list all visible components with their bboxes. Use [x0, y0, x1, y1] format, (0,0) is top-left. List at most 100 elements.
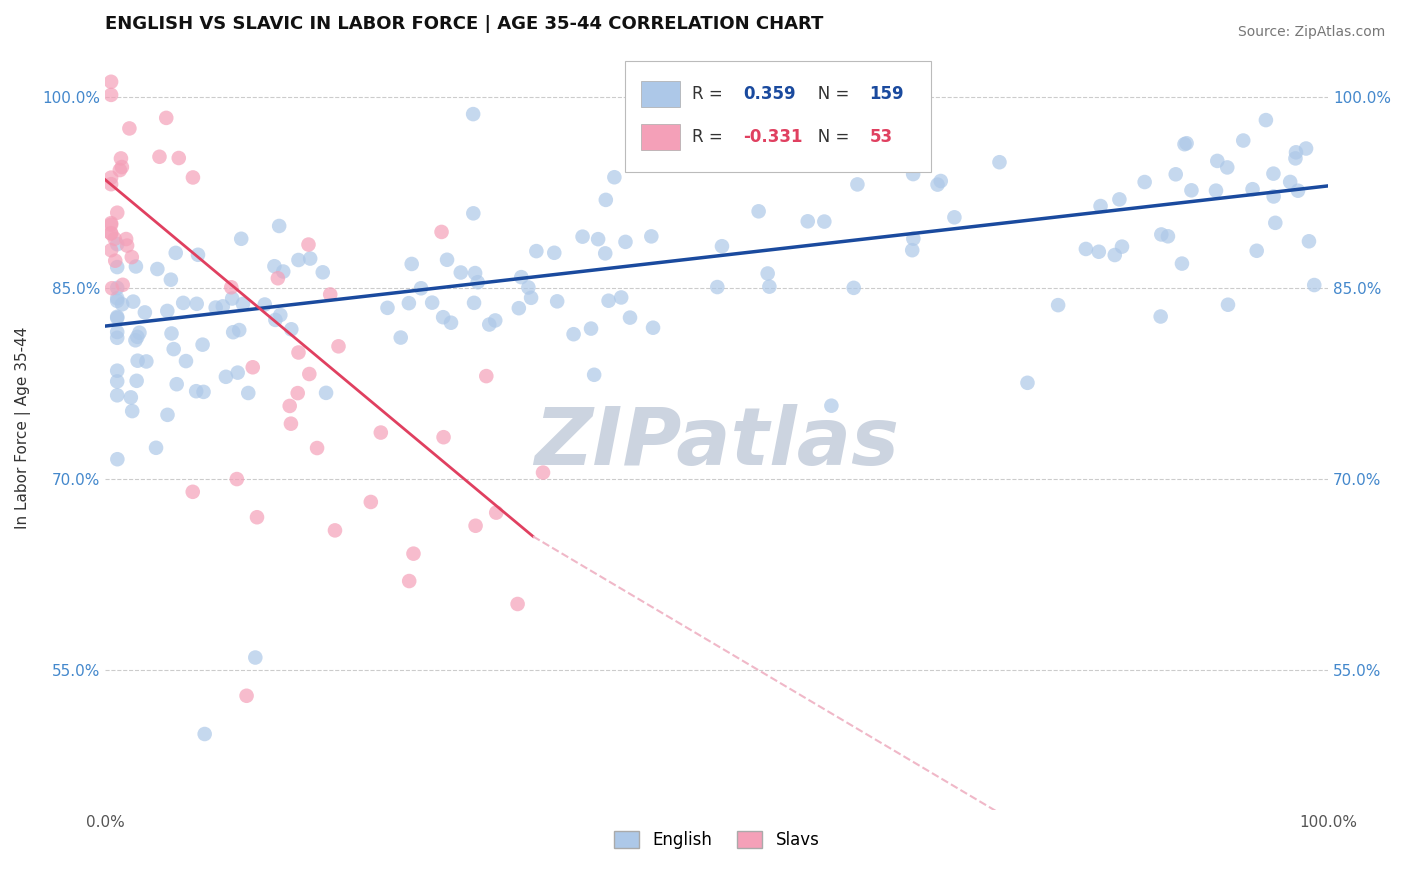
- Point: [228, 323, 250, 337]
- Point: [614, 235, 637, 249]
- Point: [226, 366, 249, 380]
- Point: [101, 281, 124, 295]
- Point: [280, 417, 302, 431]
- Point: [1150, 310, 1173, 324]
- Point: [155, 111, 177, 125]
- Point: [121, 404, 143, 418]
- Point: [104, 232, 127, 246]
- Point: [238, 386, 260, 401]
- Point: [165, 246, 187, 260]
- Point: [105, 364, 128, 378]
- Point: [610, 290, 633, 304]
- Point: [287, 345, 309, 359]
- Point: [401, 257, 423, 271]
- Text: ZIPatlas: ZIPatlas: [534, 404, 898, 483]
- Point: [163, 342, 186, 356]
- Point: [167, 151, 190, 165]
- Point: [231, 232, 253, 246]
- Point: [156, 408, 179, 422]
- Point: [463, 107, 485, 121]
- Point: [619, 310, 641, 325]
- Point: [1047, 298, 1070, 312]
- Point: [211, 299, 233, 313]
- Point: [710, 239, 733, 253]
- Point: [484, 313, 506, 327]
- Point: [398, 296, 420, 310]
- Point: [105, 291, 128, 305]
- Point: [562, 327, 585, 342]
- Point: [1263, 189, 1285, 203]
- Point: [1108, 193, 1130, 207]
- Point: [160, 326, 183, 341]
- Point: [105, 310, 128, 325]
- Point: [1303, 278, 1326, 293]
- Point: [1074, 242, 1097, 256]
- FancyBboxPatch shape: [624, 61, 931, 172]
- Point: [225, 472, 247, 486]
- Text: N =: N =: [803, 85, 855, 103]
- FancyBboxPatch shape: [641, 81, 681, 107]
- Point: [432, 310, 454, 325]
- Text: 53: 53: [869, 128, 893, 146]
- Point: [105, 205, 128, 219]
- Point: [323, 524, 346, 538]
- Point: [475, 369, 498, 384]
- Point: [215, 369, 238, 384]
- Point: [145, 441, 167, 455]
- Point: [245, 650, 267, 665]
- Point: [988, 155, 1011, 169]
- Point: [100, 170, 122, 185]
- Point: [640, 229, 662, 244]
- Point: [298, 367, 321, 381]
- Point: [271, 264, 294, 278]
- Point: [1205, 184, 1227, 198]
- Point: [307, 441, 329, 455]
- Point: [370, 425, 392, 440]
- Point: [115, 232, 138, 246]
- Point: [194, 727, 217, 741]
- Point: [269, 219, 291, 233]
- Point: [104, 253, 127, 268]
- Text: R =: R =: [692, 128, 728, 146]
- Text: 159: 159: [869, 85, 904, 103]
- Point: [122, 294, 145, 309]
- Point: [508, 301, 530, 315]
- Y-axis label: In Labor Force | Age 35-44: In Labor Force | Age 35-44: [15, 326, 31, 529]
- Point: [1017, 376, 1039, 390]
- Point: [100, 218, 122, 232]
- Point: [125, 374, 148, 388]
- Point: [263, 259, 285, 273]
- Point: [319, 287, 342, 301]
- Point: [1286, 184, 1309, 198]
- Point: [105, 331, 128, 345]
- FancyBboxPatch shape: [641, 125, 681, 151]
- Point: [105, 260, 128, 274]
- Point: [297, 237, 319, 252]
- Point: [813, 214, 835, 228]
- Point: [1264, 216, 1286, 230]
- Point: [464, 266, 486, 280]
- Point: [105, 325, 128, 339]
- Point: [105, 237, 128, 252]
- Point: [1285, 145, 1308, 160]
- Point: [450, 266, 472, 280]
- Point: [593, 246, 616, 260]
- Point: [436, 252, 458, 267]
- Point: [1173, 137, 1195, 152]
- Point: [517, 280, 540, 294]
- Point: [115, 238, 138, 252]
- Point: [440, 316, 463, 330]
- Point: [100, 75, 122, 89]
- Point: [420, 295, 443, 310]
- Point: [100, 216, 122, 230]
- Point: [583, 368, 606, 382]
- Point: [1180, 183, 1202, 197]
- Point: [120, 390, 142, 404]
- Point: [221, 292, 243, 306]
- Point: [820, 399, 842, 413]
- Point: [756, 267, 779, 281]
- Point: [1298, 234, 1320, 248]
- Point: [105, 293, 128, 308]
- Point: [1150, 227, 1173, 242]
- Point: [879, 153, 901, 167]
